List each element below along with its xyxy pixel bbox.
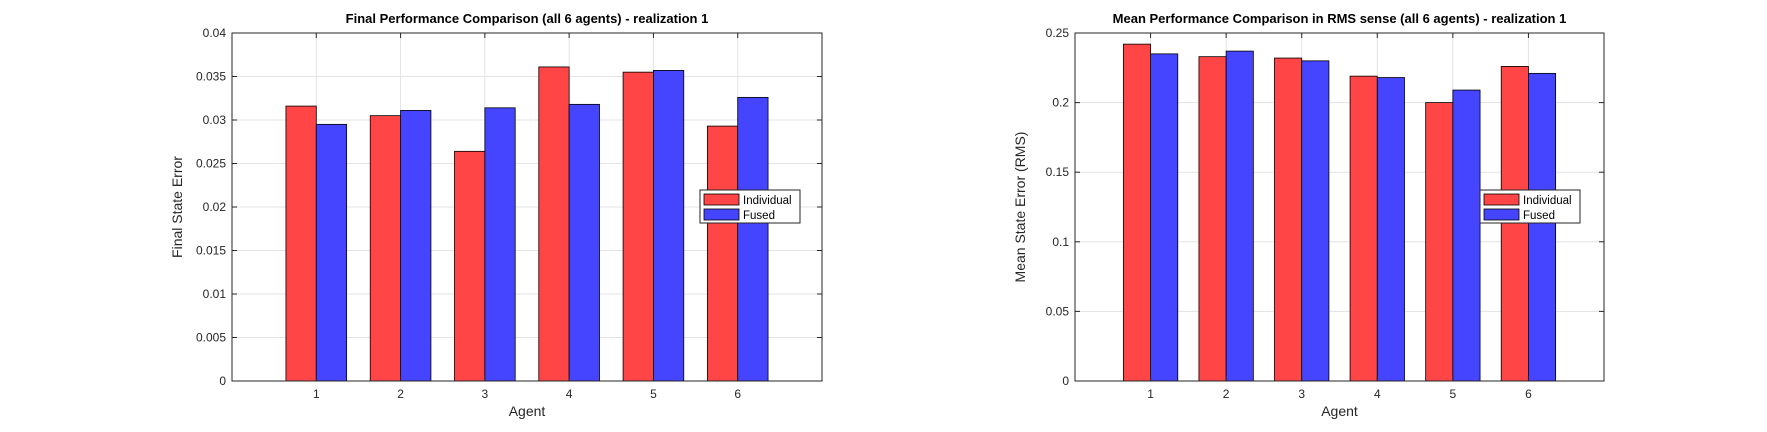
bar-fused-agent-4 (1376, 77, 1405, 382)
legend-label-individual: Individual (1523, 195, 1572, 207)
bar-individual-agent-1 (1122, 43, 1151, 382)
legend-label-fused: Fused (1523, 210, 1555, 222)
bar-individual-agent-6 (1500, 66, 1529, 382)
legend-label-individual: Individual (743, 195, 792, 207)
x-tick-label: 4 (1374, 387, 1381, 401)
bar-fused-agent-5 (653, 70, 685, 382)
chart-2: 0 0.05 0.1 0.15 0.2 0.25 1 2 3 4 5 6 Mean Performanc… (1012, 11, 1605, 419)
y-tick-label: 0.25 (1046, 26, 1070, 40)
bar-individual-agent-3 (1274, 57, 1303, 382)
legend-swatch-fused (703, 208, 740, 221)
bar-fused-agent-3 (1301, 60, 1330, 382)
x-tick-label: 4 (566, 387, 573, 401)
legend-swatch-individual (703, 193, 740, 206)
x-tick-label: 6 (1525, 387, 1532, 401)
bar-individual-agent-3 (454, 150, 486, 382)
bar-fused-agent-3 (484, 107, 516, 382)
bar-fused-agent-4 (568, 103, 600, 382)
y-tick-label: 0.015 (196, 244, 226, 258)
x-tick-label: 6 (734, 387, 741, 401)
legend-swatch-individual (1483, 193, 1520, 206)
bar-individual-agent-5 (1425, 102, 1454, 382)
y-axis-label: Final State Error (169, 156, 185, 258)
chart-1: 0 0.005 0.01 0.015 0.02 0.025 0.03 0.035 0.04 1 2 3… (169, 11, 823, 419)
bar-fused-agent-6 (737, 96, 769, 382)
chart-title: Final Performance Comparison (all 6 agen… (346, 11, 709, 26)
x-tick-label: 1 (1147, 387, 1154, 401)
legend-swatch-fused (1483, 208, 1520, 221)
legend: Individual Fused (699, 189, 801, 224)
x-tick-label: 5 (650, 387, 657, 401)
bar-individual-agent-2 (369, 115, 401, 382)
x-tick-label: 5 (1450, 387, 1457, 401)
y-tick-label: 0.035 (196, 70, 226, 84)
x-tick-label: 2 (397, 387, 404, 401)
y-tick-label: 0.005 (196, 331, 226, 345)
x-axis-label: Agent (1321, 403, 1358, 419)
bar-individual-agent-6 (706, 125, 739, 382)
bar-fused-agent-1 (315, 123, 348, 382)
y-tick-label: 0.01 (203, 287, 227, 301)
bar-fused-agent-2 (400, 110, 432, 382)
bar-individual-agent-1 (285, 105, 317, 382)
y-tick-label: 0.05 (1046, 304, 1070, 318)
x-tick-label: 2 (1223, 387, 1230, 401)
x-tick-label: 3 (482, 387, 489, 401)
legend: Individual Fused (1479, 189, 1581, 224)
x-tick-label: 3 (1298, 387, 1305, 401)
y-axis-label: Mean State Error (RMS) (1012, 132, 1028, 283)
x-tick-label: 1 (313, 387, 320, 401)
y-tick-label: 0.03 (203, 113, 227, 127)
bar-individual-agent-2 (1198, 56, 1227, 382)
chart-title: Mean Performance Comparison in RMS sense… (1113, 11, 1567, 26)
y-tick-label: 0 (219, 374, 226, 388)
bar-individual-agent-4 (538, 66, 570, 382)
bar-fused-agent-6 (1528, 72, 1557, 382)
y-tick-label: 0.04 (203, 26, 227, 40)
y-tick-label: 0 (1062, 374, 1069, 388)
bar-individual-agent-5 (622, 71, 654, 382)
y-tick-label: 0.2 (1052, 96, 1069, 110)
axes-box (1074, 32, 1605, 382)
legend-label-fused: Fused (743, 210, 775, 222)
y-tick-label: 0.02 (203, 200, 227, 214)
y-tick-label: 0.1 (1052, 235, 1069, 249)
bar-fused-agent-1 (1150, 53, 1179, 382)
bar-individual-agent-4 (1349, 75, 1378, 382)
y-tick-label: 0.025 (196, 157, 226, 171)
bar-fused-agent-2 (1225, 50, 1254, 382)
bar-fused-agent-5 (1452, 89, 1481, 382)
x-axis-label: Agent (509, 403, 546, 419)
y-tick-label: 0.15 (1046, 165, 1070, 179)
